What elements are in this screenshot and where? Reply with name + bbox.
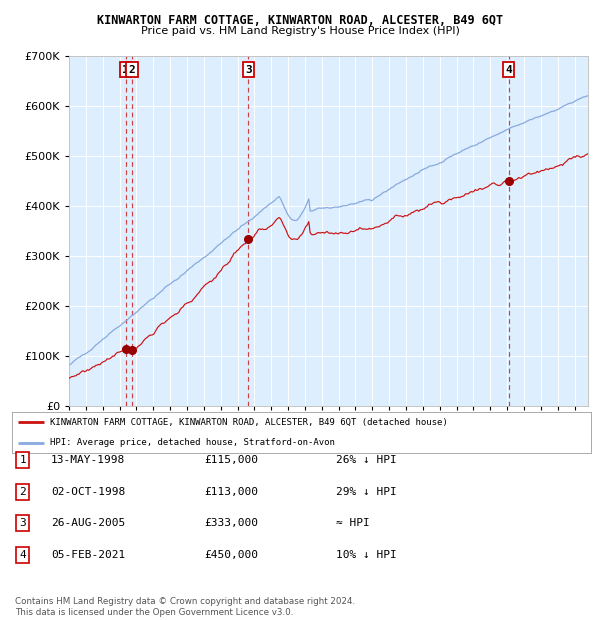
Text: 1: 1 xyxy=(122,64,129,74)
Text: 26% ↓ HPI: 26% ↓ HPI xyxy=(336,455,397,465)
Text: 05-FEB-2021: 05-FEB-2021 xyxy=(51,550,125,560)
Text: £113,000: £113,000 xyxy=(204,487,258,497)
Text: 4: 4 xyxy=(505,64,512,74)
Text: Price paid vs. HM Land Registry's House Price Index (HPI): Price paid vs. HM Land Registry's House … xyxy=(140,26,460,36)
Text: 3: 3 xyxy=(19,518,26,528)
Text: £115,000: £115,000 xyxy=(204,455,258,465)
Text: 02-OCT-1998: 02-OCT-1998 xyxy=(51,487,125,497)
Text: 1: 1 xyxy=(19,455,26,465)
Text: 29% ↓ HPI: 29% ↓ HPI xyxy=(336,487,397,497)
Text: 10% ↓ HPI: 10% ↓ HPI xyxy=(336,550,397,560)
Text: 13-MAY-1998: 13-MAY-1998 xyxy=(51,455,125,465)
Text: 3: 3 xyxy=(245,64,252,74)
Text: 2: 2 xyxy=(129,64,136,74)
Text: £333,000: £333,000 xyxy=(204,518,258,528)
Text: 2: 2 xyxy=(19,487,26,497)
Text: ≈ HPI: ≈ HPI xyxy=(336,518,370,528)
Text: KINWARTON FARM COTTAGE, KINWARTON ROAD, ALCESTER, B49 6QT (detached house): KINWARTON FARM COTTAGE, KINWARTON ROAD, … xyxy=(50,418,448,427)
Text: HPI: Average price, detached house, Stratford-on-Avon: HPI: Average price, detached house, Stra… xyxy=(50,438,335,447)
Text: 4: 4 xyxy=(19,550,26,560)
Text: KINWARTON FARM COTTAGE, KINWARTON ROAD, ALCESTER, B49 6QT: KINWARTON FARM COTTAGE, KINWARTON ROAD, … xyxy=(97,14,503,27)
Text: 26-AUG-2005: 26-AUG-2005 xyxy=(51,518,125,528)
Text: Contains HM Land Registry data © Crown copyright and database right 2024.
This d: Contains HM Land Registry data © Crown c… xyxy=(15,598,355,617)
Text: £450,000: £450,000 xyxy=(204,550,258,560)
